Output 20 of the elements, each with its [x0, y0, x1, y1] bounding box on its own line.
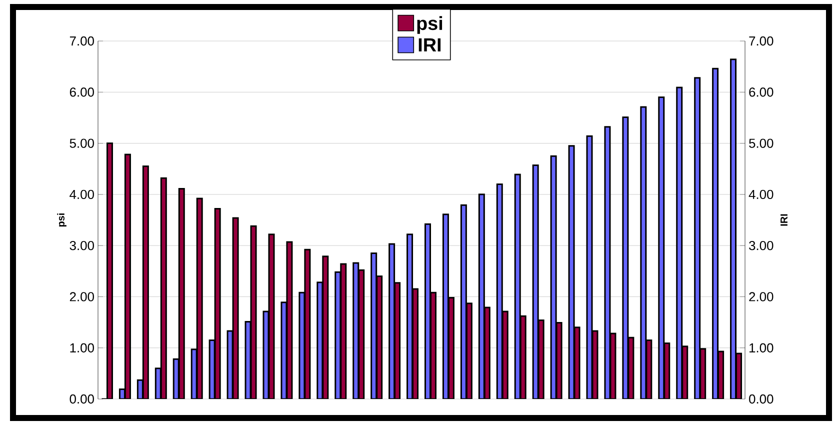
y-tick-label: 0.00 — [70, 394, 94, 404]
y-tick-label: 6.00 — [70, 88, 94, 97]
y2-tick-label: 5.00 — [749, 138, 774, 148]
y-tick-label: 5.00 — [70, 138, 94, 148]
y2-tick-label: 2.00 — [749, 292, 774, 302]
y-tick-label: 1.00 — [70, 343, 94, 352]
y-tick-label: 7.00 — [70, 36, 94, 46]
y-tick-label: 4.00 — [70, 190, 94, 200]
y2-tick-label: 4.00 — [748, 190, 774, 200]
y2-axis-title: IRI — [780, 214, 788, 226]
y2-tick-label: 0.00 — [749, 394, 774, 404]
y-tick-label: 3.00 — [70, 240, 94, 250]
y2-tick-label: 3.00 — [749, 240, 774, 250]
y2-tick-label: 6.00 — [749, 88, 774, 97]
legend-label: IRI — [418, 38, 441, 52]
y-axis-title: psi — [57, 214, 66, 227]
y-tick-label: 2.00 — [70, 292, 94, 302]
legend-label: psi — [417, 16, 442, 34]
y2-tick-label: 7.00 — [749, 36, 774, 46]
y2-tick-label: 1.00 — [750, 343, 774, 352]
